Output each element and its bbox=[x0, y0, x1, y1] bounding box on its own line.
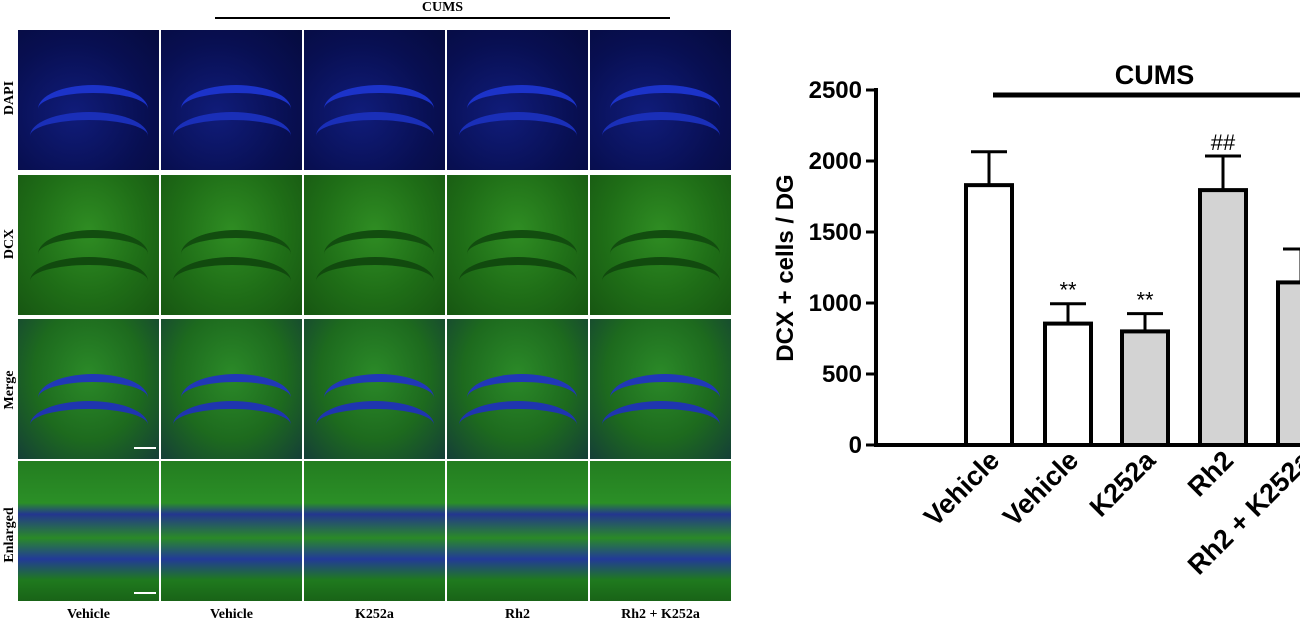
micrograph-merge-2 bbox=[161, 319, 302, 459]
micrograph-enlarged-2 bbox=[161, 461, 302, 601]
cums-title-left: CUMS bbox=[421, 0, 464, 15]
x-category-label-4: Rh2 bbox=[1182, 445, 1239, 502]
significance-mark-4: ## bbox=[1211, 130, 1236, 155]
column-label-vehicle-cums: Vehicle bbox=[209, 607, 254, 622]
micrograph-merge-4 bbox=[447, 319, 588, 459]
x-category-label-2: Vehicle bbox=[997, 445, 1084, 532]
micrograph-dcx-2 bbox=[161, 175, 302, 315]
column-label-k252a: K252a bbox=[355, 607, 394, 622]
column-label-vehicle-control: Vehicle bbox=[66, 607, 111, 622]
column-label-rh2: Rh2 bbox=[505, 607, 530, 622]
x-category-label-3: K252a bbox=[1084, 444, 1162, 522]
bar-2 bbox=[1043, 321, 1093, 447]
bar-4 bbox=[1198, 188, 1248, 447]
column-label-rh2-k252a: Rh2 + K252a bbox=[621, 607, 700, 622]
micrograph-dcx-1 bbox=[18, 175, 159, 315]
micrograph-dapi-5 bbox=[590, 30, 731, 170]
scale-bar-enlarged bbox=[134, 592, 156, 594]
micrograph-dapi-3 bbox=[304, 30, 445, 170]
micrograph-dapi-2 bbox=[161, 30, 302, 170]
cums-bracket-line-left bbox=[215, 17, 670, 19]
micrograph-enlarged-4 bbox=[447, 461, 588, 601]
significance-mark-3: ** bbox=[1136, 288, 1154, 313]
micrograph-merge-5 bbox=[590, 319, 731, 459]
bar-3 bbox=[1120, 329, 1170, 447]
bar-chart: 0 500 1000 1500 2000 2500 DCX + cells / DG CUMS… bbox=[772, 60, 1300, 580]
y-tick-label-0: 0 bbox=[849, 432, 862, 459]
microscopy-figure: CUMS DAPI DCX Merge Enlarged Vehicle Veh… bbox=[2, 0, 731, 622]
bar-1 bbox=[964, 183, 1014, 447]
micrograph-dcx-5 bbox=[590, 175, 731, 315]
micrograph-merge-1 bbox=[18, 319, 159, 459]
micrograph-dcx-4 bbox=[447, 175, 588, 315]
y-axis-label: DCX + cells / DG bbox=[772, 174, 799, 361]
scale-bar-merge bbox=[134, 447, 156, 449]
significance-mark-2: ** bbox=[1059, 278, 1077, 303]
row-label-enlarged: Enlarged bbox=[2, 507, 17, 563]
y-tick-label-500: 500 bbox=[822, 361, 862, 388]
bar-5 bbox=[1276, 280, 1300, 447]
row-label-dcx: DCX bbox=[2, 228, 17, 260]
micrograph-dapi-1 bbox=[18, 30, 159, 170]
micrograph-dcx-3 bbox=[304, 175, 445, 315]
y-tick-label-1500: 1500 bbox=[809, 219, 862, 246]
micrograph-enlarged-5 bbox=[590, 461, 731, 601]
micrograph-dapi-4 bbox=[447, 30, 588, 170]
x-category-label-1: Vehicle bbox=[918, 445, 1005, 532]
y-tick-label-2000: 2000 bbox=[809, 148, 862, 175]
micrograph-enlarged-3 bbox=[304, 461, 445, 601]
chart-title: CUMS bbox=[1115, 60, 1195, 90]
y-tick-label-1000: 1000 bbox=[809, 290, 862, 317]
row-label-merge: Merge bbox=[2, 370, 17, 410]
micrograph-merge-3 bbox=[304, 319, 445, 459]
micrograph-enlarged-1 bbox=[18, 461, 159, 601]
row-label-dapi: DAPI bbox=[2, 80, 17, 116]
y-tick-label-2500: 2500 bbox=[809, 77, 862, 104]
